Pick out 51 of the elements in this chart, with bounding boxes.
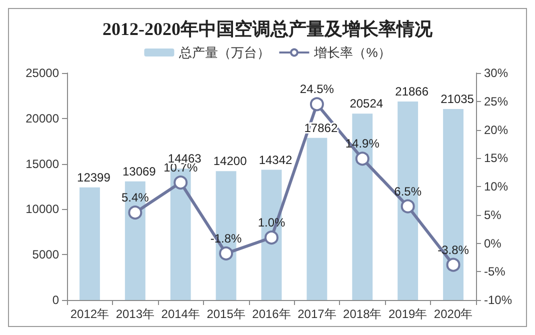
y-tick-label: 20000	[26, 111, 60, 126]
point	[219, 246, 234, 260]
point	[446, 258, 460, 272]
x-tick-label: 2015年	[206, 307, 246, 321]
data-label: 24.5%	[300, 82, 334, 96]
data-label: -3.8%	[438, 242, 470, 257]
y2-tick-label: 30%	[484, 66, 508, 80]
bar	[306, 138, 328, 300]
x-tick-label: 2019年	[388, 307, 428, 321]
point	[174, 176, 188, 190]
x-tick-label: 2016年	[252, 307, 291, 321]
data-label: 21866	[395, 84, 429, 98]
y2-tick-label: 5%	[484, 208, 502, 222]
y-tick-label: 10000	[26, 202, 60, 216]
x-tick-label: 2012年	[70, 307, 110, 321]
x-tick-label: 2014年	[161, 307, 200, 321]
y-tick-label: 5000	[32, 248, 60, 262]
data-label: 14.9%	[345, 136, 380, 151]
y2-tick-label: 10%	[484, 180, 508, 194]
y2-tick-label: 15%	[484, 151, 508, 166]
y-tick-label: 0	[52, 293, 60, 307]
legend-label: 增长率（%）	[313, 45, 391, 60]
data-label: 21035	[440, 92, 474, 106]
point	[310, 97, 324, 112]
point	[128, 206, 142, 220]
data-label: 14200	[213, 154, 248, 168]
data-label: 13069	[122, 164, 156, 178]
legend-label: 总产量（万台）	[178, 45, 270, 60]
y2-tick-label: -10%	[484, 293, 512, 307]
bar	[79, 187, 100, 300]
y2-tick-label: 25%	[484, 94, 508, 108]
point	[264, 230, 278, 245]
x-tick-label: 2013年	[116, 307, 155, 321]
data-label: 5.4%	[121, 190, 150, 205]
data-label: 20524	[350, 96, 384, 111]
y2-tick-label: -5%	[484, 264, 506, 279]
y2-tick-label: 20%	[484, 122, 508, 137]
x-tick-label: 2018年	[343, 307, 382, 321]
y-tick-label: 25000	[26, 66, 60, 80]
y2-tick-label: 0%	[484, 236, 502, 250]
data-label: -1.8%	[210, 231, 242, 246]
y-tick-label: 15000	[26, 156, 60, 171]
data-label: 14342	[258, 152, 293, 167]
data-label: 1.0%	[258, 216, 286, 230]
chart-title: 2012-2020年中国空调总产量及增长率情况	[102, 19, 434, 39]
x-tick-label: 2017年	[298, 307, 336, 321]
data-label: 6.5%	[394, 184, 422, 198]
point	[355, 152, 370, 166]
x-tick-label: 2020年	[434, 307, 473, 321]
point	[400, 199, 415, 214]
data-label: 12399	[77, 170, 111, 184]
